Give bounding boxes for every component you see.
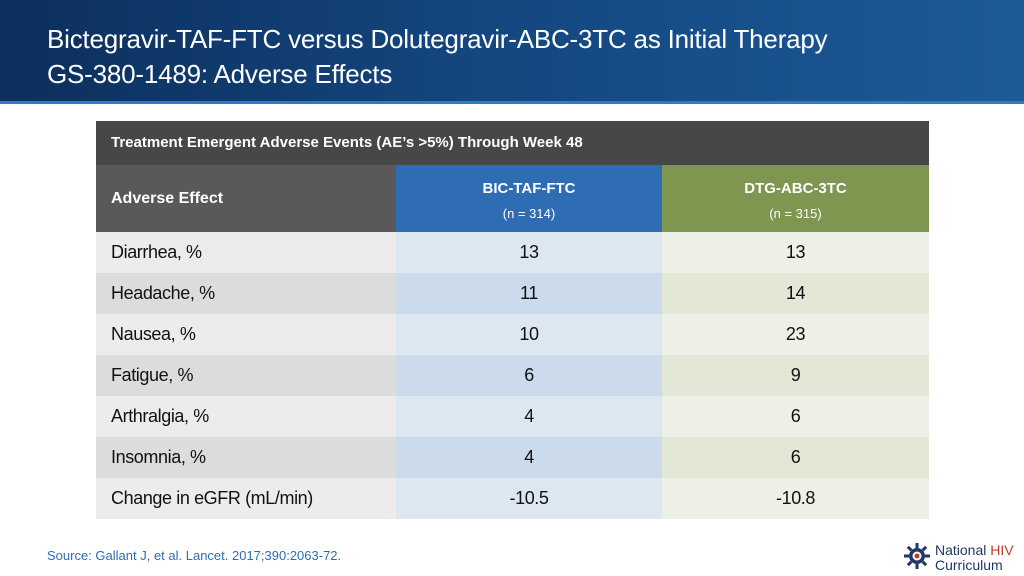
slide-title-line-2: GS-380-1489: Adverse Effects [47, 59, 393, 89]
effect-cell: Diarrhea, % [96, 232, 396, 273]
slide-title-line-1: Bictegravir-TAF-FTC versus Dolutegravir-… [47, 24, 828, 54]
gear-emblem-icon [904, 543, 930, 569]
table-row: Headache, % 11 14 [96, 273, 929, 314]
table-row: Nausea, % 10 23 [96, 314, 929, 355]
table-row: Arthralgia, % 4 6 [96, 396, 929, 437]
column-header-adverse-effect: Adverse Effect [96, 165, 396, 232]
column-header-dtg-abc-3tc: DTG-ABC-3TC (n = 315) [662, 165, 929, 232]
effect-cell: Insomnia, % [96, 437, 396, 478]
dtg-value-cell: -10.8 [662, 478, 929, 519]
bic-value-cell: 4 [396, 437, 662, 478]
effect-cell: Headache, % [96, 273, 396, 314]
table-row: Fatigue, % 6 9 [96, 355, 929, 396]
bic-value-cell: 4 [396, 396, 662, 437]
effect-cell: Change in eGFR (mL/min) [96, 478, 396, 519]
dtg-value-cell: 6 [662, 437, 929, 478]
column-header-label: DTG-ABC-3TC [744, 180, 847, 197]
effect-cell: Nausea, % [96, 314, 396, 355]
bic-value-cell: 11 [396, 273, 662, 314]
dtg-value-cell: 23 [662, 314, 929, 355]
title-banner: Bictegravir-TAF-FTC versus Dolutegravir-… [0, 0, 1024, 104]
table-row: Change in eGFR (mL/min) -10.5 -10.8 [96, 478, 929, 519]
bic-value-cell: 6 [396, 355, 662, 396]
logo-word-national: National [935, 542, 987, 558]
bic-value-cell: 13 [396, 232, 662, 273]
column-header-n: (n = 315) [769, 206, 822, 221]
national-hiv-curriculum-logo: National HIV Curriculum [903, 540, 1019, 573]
dtg-value-cell: 9 [662, 355, 929, 396]
adverse-effects-table: Treatment Emergent Adverse Events (AE’s … [96, 121, 929, 519]
bic-value-cell: 10 [396, 314, 662, 355]
bic-value-cell: -10.5 [396, 478, 662, 519]
column-header-n: (n = 314) [502, 206, 556, 221]
logo-word-curriculum: Curriculum [935, 557, 1003, 573]
effect-cell: Arthralgia, % [96, 396, 396, 437]
logo-word-hiv: HIV [990, 542, 1014, 558]
table-caption: Treatment Emergent Adverse Events (AE’s … [96, 121, 929, 165]
table-row: Insomnia, % 4 6 [96, 437, 929, 478]
column-header-label: BIC-TAF-FTC [482, 180, 576, 197]
dtg-value-cell: 6 [662, 396, 929, 437]
table-header-row: Adverse Effect BIC-TAF-FTC (n = 314) DTG… [96, 165, 929, 232]
source-citation: Source: Gallant J, et al. Lancet. 2017;3… [47, 548, 342, 563]
table-row: Diarrhea, % 13 13 [96, 232, 929, 273]
column-header-bic-taf-ftc: BIC-TAF-FTC (n = 314) [396, 165, 662, 232]
dtg-value-cell: 14 [662, 273, 929, 314]
dtg-value-cell: 13 [662, 232, 929, 273]
effect-cell: Fatigue, % [96, 355, 396, 396]
